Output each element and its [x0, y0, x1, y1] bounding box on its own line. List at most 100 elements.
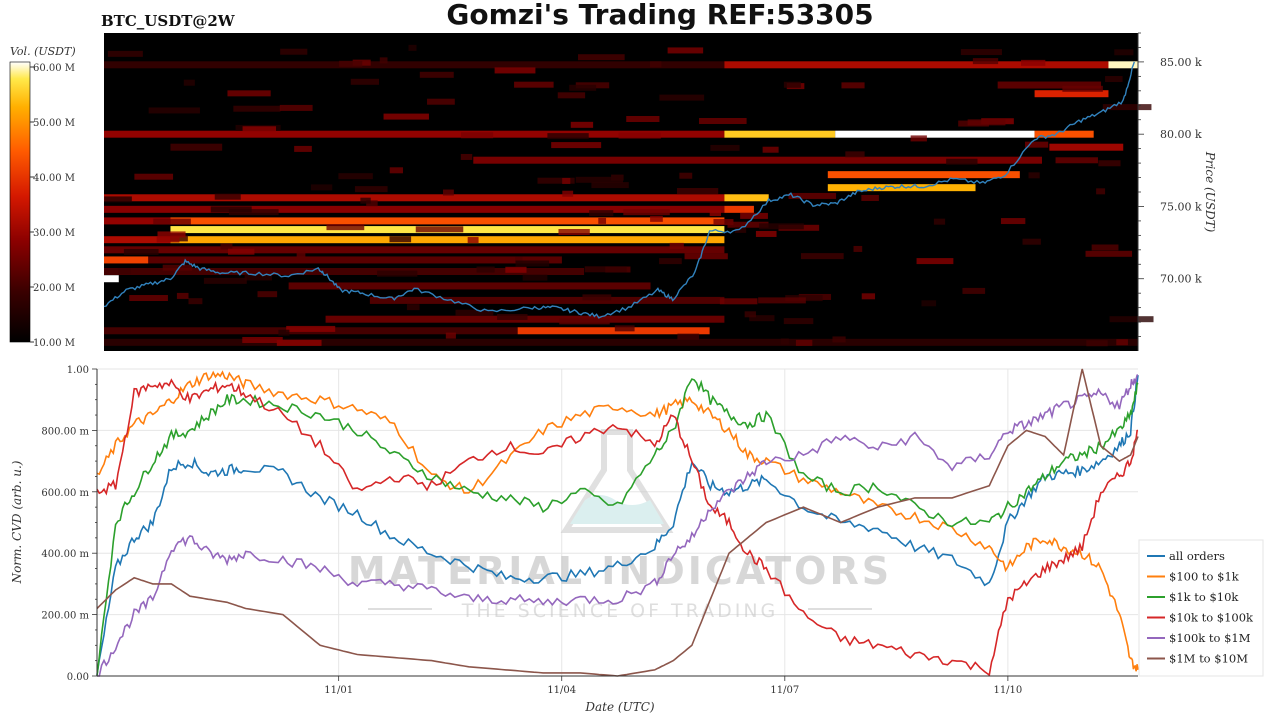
price-axis: 70.00 k 75.00 k 80.00 k 85.00 k	[1137, 32, 1202, 351]
heat-cell	[749, 315, 775, 322]
heat-cell	[442, 189, 454, 196]
heat-cell	[1024, 141, 1049, 148]
cvd-line-0	[96, 375, 1139, 675]
heat-band	[104, 130, 725, 138]
heat-band	[104, 256, 149, 264]
heat-band	[104, 61, 725, 69]
heat-cell	[227, 90, 271, 97]
heat-cell	[623, 209, 670, 216]
heat-cell	[677, 333, 700, 340]
heat-cell	[684, 253, 728, 260]
heat-cell	[188, 298, 203, 305]
heat-cell	[562, 190, 574, 197]
legend-box	[1138, 539, 1264, 677]
heat-band	[827, 171, 1020, 179]
heat-cell	[389, 236, 412, 243]
cvd-y-tick-label: 800.00 m	[41, 426, 89, 437]
heat-cell	[584, 266, 627, 273]
heat-cell	[626, 115, 660, 122]
heat-cell	[294, 145, 312, 152]
heat-cell	[1055, 157, 1098, 164]
heat-cell	[162, 264, 193, 271]
heat-cell	[570, 121, 594, 128]
heat-band	[724, 61, 1109, 69]
price-tick-label: 75.00 k	[1160, 200, 1202, 213]
heat-cell	[783, 318, 814, 325]
heat-cell	[618, 132, 661, 139]
heat-cell	[497, 313, 528, 320]
heat-cell	[278, 329, 290, 336]
heat-cell	[326, 224, 365, 231]
watermark: MATERIAL INDICATORS THE SCIENCE OF TRADI…	[348, 429, 889, 622]
cvd-y-axis-label: Norm. CVD (arb. u.)	[10, 460, 24, 584]
colorbar	[9, 61, 31, 343]
heat-cell	[744, 311, 756, 318]
heat-band	[104, 268, 585, 275]
heat-band	[148, 256, 562, 264]
heat-cell	[123, 248, 159, 255]
cvd-series-lines	[96, 368, 1139, 677]
heat-cell	[286, 325, 336, 332]
heat-cell	[415, 226, 464, 233]
heat-cell	[157, 231, 186, 238]
heat-cell	[467, 237, 479, 244]
heat-cell	[514, 81, 554, 88]
heat-cell	[921, 300, 937, 307]
cvd-y-tick-label: 400.00 m	[41, 549, 89, 560]
heat-cell	[1098, 160, 1121, 167]
heat-cell	[183, 79, 195, 86]
symbol-label: BTC_USDT@2W	[101, 12, 236, 30]
heat-cell	[1096, 188, 1106, 195]
colorbar-tick-label: 60.00 M	[33, 63, 75, 74]
heat-cell	[910, 135, 927, 142]
heat-cell	[276, 339, 322, 346]
heatmap-texture	[104, 44, 1154, 347]
price-tick-label: 70.00 k	[1160, 273, 1202, 286]
cvd-x-tick-label: 11/10	[993, 685, 1022, 696]
price-line	[103, 61, 1135, 319]
heat-cell	[279, 104, 313, 111]
legend-label: all orders	[1169, 549, 1225, 563]
heat-cell	[227, 248, 255, 255]
heat-cell	[755, 230, 777, 237]
heat-band	[835, 130, 1035, 138]
heat-cell	[1028, 172, 1040, 179]
heat-cell	[569, 84, 597, 91]
heat-cell	[427, 98, 455, 105]
heat-cell	[551, 142, 602, 149]
heat-cell	[699, 117, 747, 124]
heat-cell	[962, 287, 986, 294]
heat-cell	[650, 215, 663, 222]
heat-band	[104, 246, 725, 254]
cvd-x-tick-label: 11/01	[324, 685, 353, 696]
heat-cell	[460, 153, 473, 160]
heat-cell	[562, 177, 571, 184]
colorbar-tick-label: 10.00 M	[33, 338, 75, 349]
heat-cell	[210, 206, 252, 213]
colorbar-tick-label: 30.00 M	[33, 228, 75, 239]
heat-cell	[522, 274, 548, 281]
heat-cell	[659, 258, 682, 265]
colorbar-tick-label: 50.00 M	[33, 118, 75, 129]
heat-band	[170, 217, 725, 225]
cvd-legend: all orders $100 to $1k $1k to $10k $10k to …	[1138, 539, 1264, 677]
heat-band	[724, 205, 754, 213]
heat-cell	[408, 44, 417, 51]
heat-cell	[832, 336, 846, 343]
cvd-x-tick-label: 11/07	[770, 685, 799, 696]
colorbar-label: Vol. (USDT)	[10, 45, 76, 58]
heat-cell	[710, 144, 740, 151]
heat-cell	[667, 47, 704, 54]
heat-cell	[759, 223, 804, 230]
colorbar-tick-label: 40.00 M	[33, 173, 75, 184]
heat-band	[104, 236, 171, 244]
heat-cell	[578, 54, 625, 61]
heat-cell	[476, 266, 495, 273]
heat-cell	[389, 167, 403, 174]
price-tick-label: 85.00 k	[1160, 56, 1202, 69]
heat-band	[724, 194, 769, 202]
heat-cell	[233, 105, 281, 112]
legend-label: $1M to $10M	[1169, 652, 1248, 666]
cvd-y-tick-label: 200.00 m	[41, 611, 89, 622]
heat-cell	[841, 82, 865, 89]
